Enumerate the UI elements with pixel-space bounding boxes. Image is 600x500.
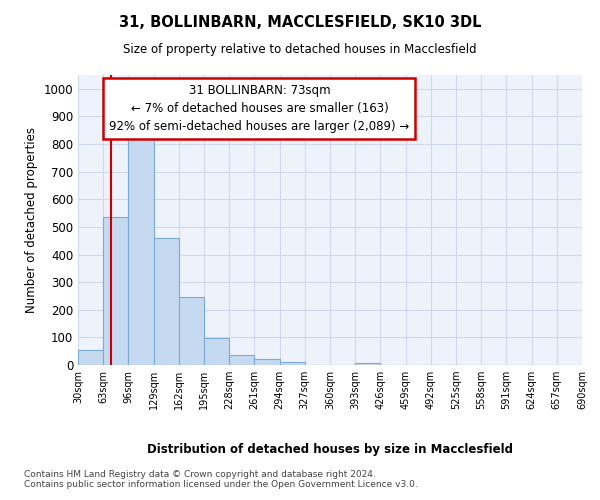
Text: Size of property relative to detached houses in Macclesfield: Size of property relative to detached ho… <box>123 42 477 56</box>
Text: Contains public sector information licensed under the Open Government Licence v3: Contains public sector information licen… <box>24 480 418 489</box>
Y-axis label: Number of detached properties: Number of detached properties <box>25 127 38 313</box>
Bar <box>179 298 204 365</box>
Bar <box>355 363 380 365</box>
Bar <box>229 354 254 365</box>
Bar <box>128 136 154 365</box>
Text: 31, BOLLINBARN, MACCLESFIELD, SK10 3DL: 31, BOLLINBARN, MACCLESFIELD, SK10 3DL <box>119 15 481 30</box>
Bar <box>103 217 128 365</box>
Bar <box>78 350 103 365</box>
Bar <box>154 238 179 365</box>
Text: Distribution of detached houses by size in Macclesfield: Distribution of detached houses by size … <box>147 442 513 456</box>
Text: 31 BOLLINBARN: 73sqm
← 7% of detached houses are smaller (163)
92% of semi-detac: 31 BOLLINBARN: 73sqm ← 7% of detached ho… <box>109 84 410 132</box>
Bar <box>280 362 305 365</box>
Text: Contains HM Land Registry data © Crown copyright and database right 2024.: Contains HM Land Registry data © Crown c… <box>24 470 376 479</box>
Bar <box>204 338 229 365</box>
Bar <box>254 360 280 365</box>
